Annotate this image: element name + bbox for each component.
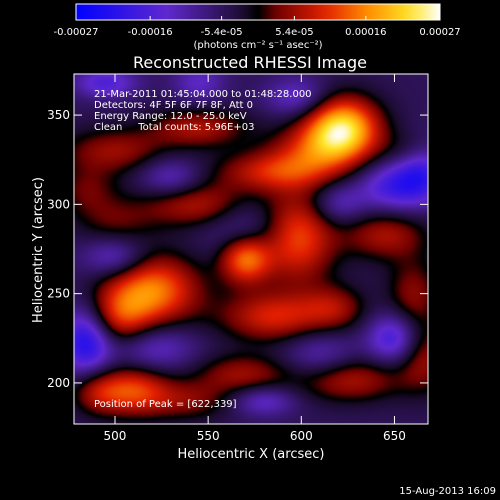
colorbar-tick-label: 0.00027 — [419, 27, 460, 38]
chart-title: Reconstructed RHESSI Image — [133, 53, 367, 72]
plot-frame — [73, 73, 429, 425]
annotation-energy-range: Energy Range: 12.0 - 25.0 keV — [94, 111, 247, 122]
colorbar-tick-label: 0.00016 — [345, 27, 386, 38]
annotation-detectors: Detectors: 4F 5F 6F 7F 8F, Att 0 — [94, 100, 253, 111]
colorbar-gradient — [75, 3, 441, 21]
x-tick-label: 600 — [290, 429, 313, 443]
annotation-block: 21-Mar-2011 01:45:04.000 to 01:48:28.000… — [94, 89, 312, 133]
y-tick-label: 300 — [47, 197, 70, 211]
colorbar-tick-label: -0.00016 — [128, 27, 173, 38]
colorbar-ticks: -0.00027 -0.00016 -5.4e-05 5.4e-05 0.00016 0.… — [54, 16, 461, 38]
y-tick-label: 350 — [47, 108, 70, 122]
colorbar-unit-label: (photons cm⁻² s⁻¹ asec⁻²) — [193, 40, 322, 51]
y-tick-label: 250 — [47, 287, 70, 301]
x-axis-ticks: 500 550 600 650 — [104, 74, 406, 443]
y-axis-ticks: 200 250 300 350 — [47, 108, 428, 390]
colorbar-tick-label: 5.4e-05 — [275, 27, 313, 38]
x-axis-label: Heliocentric X (arcsec) — [178, 447, 325, 462]
colorbar-tick-label: -0.00027 — [54, 27, 99, 38]
annotation-time-range: 21-Mar-2011 01:45:04.000 to 01:48:28.000 — [94, 89, 312, 100]
generation-timestamp: 15-Aug-2013 16:09 — [399, 486, 496, 497]
colorbar: -0.00027 -0.00016 -5.4e-05 5.4e-05 0.00016 0.… — [54, 3, 461, 51]
plot-area: 500 550 600 650 200 250 300 350 21-Mar-2011 01… — [47, 73, 429, 443]
x-tick-label: 650 — [383, 429, 406, 443]
y-tick-label: 200 — [47, 376, 70, 390]
x-tick-label: 550 — [197, 429, 220, 443]
heatmap-image — [74, 74, 428, 424]
annotation-clean-counts: Clean Total counts: 5.96E+03 — [94, 122, 254, 133]
peak-position-label: Position of Peak = [622,339] — [94, 399, 237, 410]
x-tick-label: 500 — [104, 429, 127, 443]
y-axis-label: Heliocentric Y (arcsec) — [31, 177, 46, 323]
colorbar-tick-label: -5.4e-05 — [201, 27, 243, 38]
